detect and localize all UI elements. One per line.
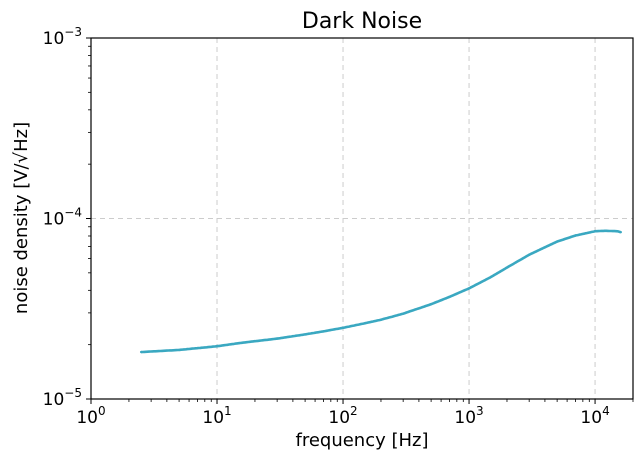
x-axis: 100 101 102 103 104	[76, 399, 634, 428]
data-point	[527, 253, 531, 256]
data-point	[275, 337, 279, 340]
series-line	[141, 229, 622, 354]
data-point	[215, 345, 219, 348]
data-point	[574, 234, 577, 237]
grid	[90, 37, 633, 400]
data-point	[429, 303, 433, 306]
x-tick-label: 100	[76, 404, 105, 428]
data-point	[593, 230, 597, 233]
data-point	[401, 312, 405, 315]
data-point	[177, 348, 181, 352]
data-point	[467, 287, 471, 290]
data-point	[303, 333, 307, 336]
data-point	[253, 340, 257, 343]
data-point	[603, 229, 607, 232]
chart-title: Dark Noise	[302, 9, 422, 34]
x-tick-label: 102	[328, 404, 357, 428]
x-tick-label: 104	[580, 404, 609, 428]
data-point	[505, 266, 509, 269]
series-layer	[139, 229, 622, 354]
x-tick-label: 101	[202, 404, 231, 428]
y-tick-label: 10−4	[43, 206, 82, 230]
data-point	[379, 318, 383, 321]
y-axis-title: noise density [V/√Hz]	[11, 122, 32, 314]
x-tick-label: 103	[454, 404, 483, 428]
data-point	[139, 350, 143, 354]
data-point	[490, 275, 493, 279]
data-point	[619, 230, 622, 234]
data-point	[364, 321, 367, 325]
data-point	[238, 341, 241, 345]
y-tick-label: 10−5	[43, 386, 82, 410]
data-point	[448, 295, 451, 299]
y-axis: 10−5 10−4 10−3	[43, 25, 91, 410]
y-tick-label: 10−3	[43, 25, 82, 49]
data-point	[341, 326, 345, 330]
data-point	[555, 240, 559, 243]
data-point	[616, 230, 619, 233]
x-axis-title: frequency [Hz]	[295, 430, 428, 451]
data-point	[322, 330, 325, 333]
